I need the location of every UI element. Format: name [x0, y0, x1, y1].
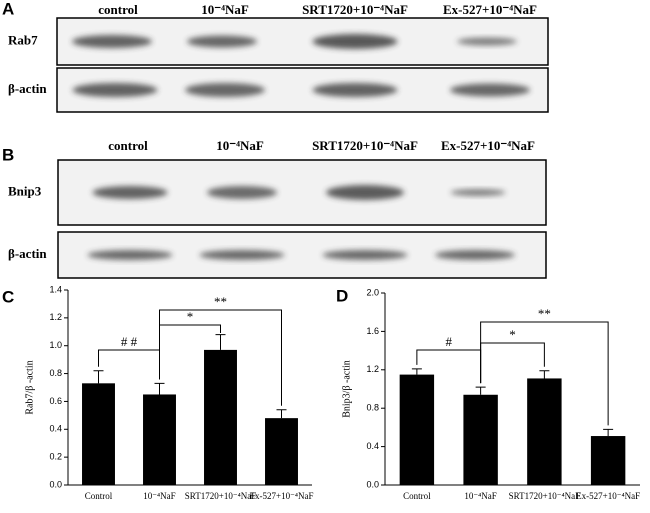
error-bar [603, 428, 614, 437]
lane-label: SRT1720+10⁻⁴NaF [302, 2, 408, 17]
row-label: β-actin [8, 81, 47, 96]
y-axis-label: Rab7/β -actin [24, 360, 35, 414]
y-tick-label: 0.8 [49, 368, 62, 378]
bar [265, 418, 298, 485]
y-tick-label: 0.4 [366, 441, 379, 451]
significance-bracket [480, 321, 609, 426]
x-tick-label: Ex-527+10⁻⁴NaF [250, 491, 314, 501]
band [312, 83, 398, 97]
error-bar [411, 368, 422, 375]
bar [82, 383, 115, 485]
bar [527, 378, 562, 485]
lane-label: control [98, 2, 138, 17]
band [199, 250, 285, 260]
panel-letter: A [2, 0, 14, 18]
bar [463, 394, 498, 485]
y-tick-label: 0.6 [49, 396, 62, 406]
significance-label: # [446, 334, 453, 349]
y-tick-label: 0.4 [49, 424, 62, 434]
significance-bracket [480, 342, 545, 384]
panel-letter: D [336, 286, 348, 305]
panel-letter: C [2, 287, 14, 306]
y-tick-label: 0.0 [366, 479, 379, 489]
error-bar [154, 382, 165, 395]
y-tick-label: 0.8 [366, 403, 379, 413]
x-tick-label: Control [403, 491, 431, 501]
bar [399, 374, 435, 485]
error-bar [475, 386, 486, 395]
x-tick-label: 10⁻⁴NaF [464, 491, 496, 501]
significance-label: * [509, 327, 516, 342]
band [457, 37, 517, 46]
y-tick-label: 0.0 [49, 479, 62, 489]
significance-bracket [159, 309, 282, 406]
error-bar [539, 370, 550, 379]
row-label: β-actin [8, 246, 47, 261]
band [92, 186, 168, 199]
bar [590, 436, 626, 485]
band [185, 83, 265, 97]
significance-label: ** [214, 294, 227, 309]
band [72, 35, 152, 48]
x-tick-label: Ex-527+10⁻⁴NaF [576, 491, 640, 501]
error-bar [276, 409, 287, 419]
bar [204, 349, 237, 485]
bar [143, 394, 176, 485]
lane-label: Ex-527+10⁻⁴NaF [441, 138, 535, 153]
band [207, 186, 277, 199]
lane-label: SRT1720+10⁻⁴NaF [312, 138, 418, 153]
lane-label: Ex-527+10⁻⁴NaF [443, 2, 537, 17]
x-tick-label: Control [85, 491, 113, 501]
x-tick-label: 10⁻⁴NaF [143, 491, 175, 501]
significance-bracket [98, 349, 160, 380]
significance-label: ** [538, 306, 551, 321]
lane-label: control [108, 138, 148, 153]
significance-label: * [187, 309, 194, 324]
error-bar [93, 370, 104, 384]
band [450, 83, 530, 97]
error-bar [215, 334, 226, 350]
band [187, 35, 257, 48]
y-tick-label: 2.0 [366, 287, 379, 297]
lane-label: 10⁻⁴NaF [216, 138, 264, 153]
band [322, 250, 408, 260]
panel-letter: B [2, 145, 14, 164]
row-label: Rab7 [8, 32, 38, 47]
significance-label: # # [121, 334, 138, 349]
y-tick-label: 0.2 [49, 452, 62, 462]
row-label: Bnip3 [8, 183, 42, 198]
y-tick-label: 1.4 [49, 284, 62, 294]
y-tick-label: 1.6 [366, 326, 379, 336]
y-axis-label: Bnip3/β -actin [341, 360, 352, 418]
x-tick-label: SRT1720+10⁻⁴NaF [509, 491, 580, 501]
band [87, 250, 173, 260]
band [326, 185, 404, 200]
x-tick-label: SRT1720+10⁻⁴NaF [185, 491, 256, 501]
band [450, 189, 506, 196]
band [312, 34, 398, 49]
y-tick-label: 1.2 [366, 364, 379, 374]
band [435, 250, 515, 260]
y-tick-label: 1.2 [49, 312, 62, 322]
y-tick-label: 1.0 [49, 340, 62, 350]
band [72, 83, 158, 97]
lane-label: 10⁻⁴NaF [201, 2, 249, 17]
